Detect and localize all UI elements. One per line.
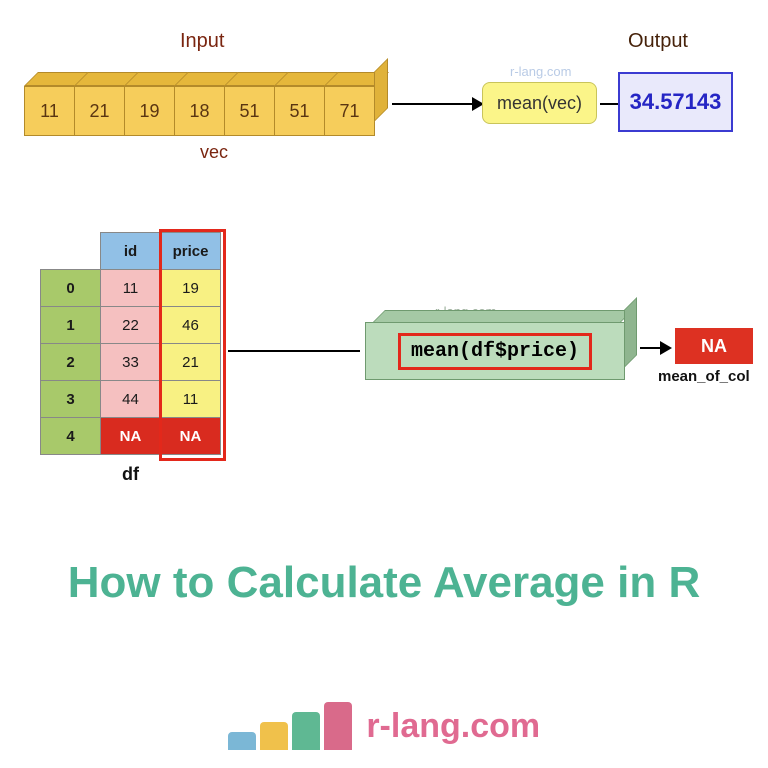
vector-mean-section: Input Output 11 21 19 18 51 51 71 vec r-… (20, 30, 748, 190)
price-cell: 11 (161, 381, 221, 418)
output-label: Output (628, 30, 688, 53)
arrow-line-icon (392, 103, 480, 105)
vec-cell: 71 (324, 86, 375, 136)
dataframe-mean-section: id price 0 11 19 1 22 46 2 33 21 3 44 11… (40, 232, 748, 512)
array-top-faces (25, 72, 375, 86)
col-header-price: price (161, 233, 221, 270)
logo-bar (324, 702, 352, 750)
row-index: 2 (41, 344, 101, 381)
vec-cell: 51 (274, 86, 325, 136)
id-cell: 44 (101, 381, 161, 418)
table-corner (41, 233, 101, 270)
mean-of-col-label: mean_of_col (658, 368, 750, 385)
mean-function-box: mean(vec) (482, 82, 597, 124)
logo-bars-icon (228, 702, 352, 750)
vec-cell: 18 (174, 86, 225, 136)
input-label: Input (180, 30, 224, 53)
row-index: 4 (41, 418, 101, 455)
vec-cell: 11 (24, 86, 75, 136)
footer: r-lang.com (0, 702, 768, 750)
vec-cell: 21 (74, 86, 125, 136)
arrow-line-icon (228, 350, 360, 352)
id-cell: 11 (101, 270, 161, 307)
array-right-face (374, 58, 388, 122)
page-title: How to Calculate Average in R (0, 555, 768, 610)
mean-df-code: mean(df$price) (398, 333, 592, 370)
logo-bar (228, 732, 256, 750)
id-cell: 33 (101, 344, 161, 381)
arrow-head-icon (660, 341, 672, 355)
id-cell-na: NA (101, 418, 161, 455)
array-front-cells: 11 21 19 18 51 51 71 (25, 86, 375, 136)
vec-cell: 51 (224, 86, 275, 136)
id-cell: 22 (101, 307, 161, 344)
watermark: r-lang.com (510, 64, 571, 79)
price-cell: 46 (161, 307, 221, 344)
na-output-box: NA (675, 328, 753, 364)
row-index: 0 (41, 270, 101, 307)
logo-bar (260, 722, 288, 750)
site-name: r-lang.com (366, 707, 540, 746)
row-index: 1 (41, 307, 101, 344)
mean-df-function-box: mean(df$price) (365, 322, 625, 380)
vector-array: 11 21 19 18 51 51 71 (25, 72, 375, 136)
dataframe-table: id price 0 11 19 1 22 46 2 33 21 3 44 11… (40, 232, 221, 455)
output-value-box: 34.57143 (618, 72, 733, 132)
vec-cell: 19 (124, 86, 175, 136)
logo-bar (292, 712, 320, 750)
price-cell-na: NA (161, 418, 221, 455)
price-cell: 21 (161, 344, 221, 381)
vec-label: vec (200, 142, 228, 163)
price-cell: 19 (161, 270, 221, 307)
df-label: df (122, 464, 139, 485)
col-header-id: id (101, 233, 161, 270)
row-index: 3 (41, 381, 101, 418)
